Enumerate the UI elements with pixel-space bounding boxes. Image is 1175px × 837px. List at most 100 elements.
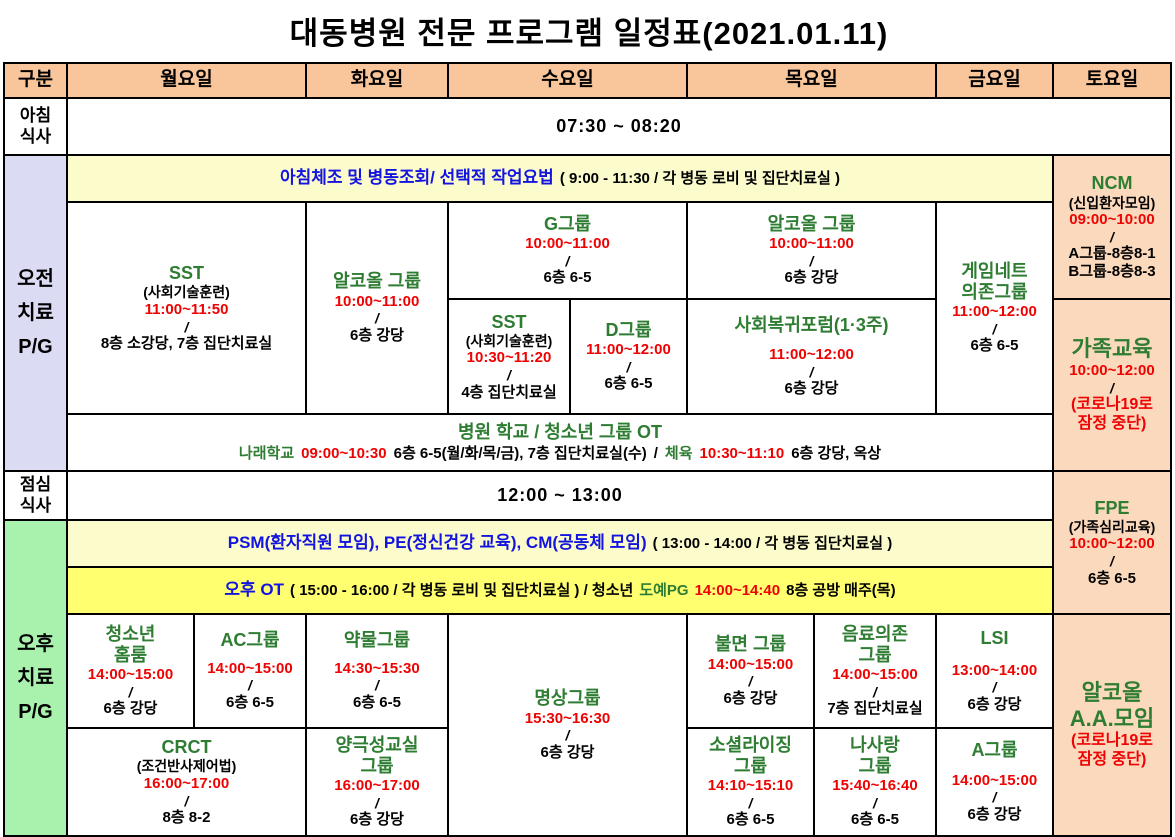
program-location: 6층 강당 bbox=[540, 743, 595, 761]
slash-separator: / bbox=[507, 367, 511, 384]
program-cell-socializing-group: 소셜라이징 그룹 14:10~15:10 / 6층 6-5 bbox=[688, 729, 813, 835]
program-location: 6층 6-5 bbox=[1088, 569, 1136, 587]
program-cell-d-group-wednesday: D그룹 11:00~12:00 / 6층 6-5 bbox=[571, 300, 686, 413]
program-time: 15:30~16:30 bbox=[524, 709, 611, 727]
breakfast-time: 07:30 ~ 08:20 bbox=[68, 99, 1170, 154]
program-title: CRCT bbox=[161, 737, 212, 758]
sports-time: 10:30~11:10 bbox=[699, 445, 785, 463]
program-location: 6층 강당 bbox=[723, 689, 778, 707]
morning-section-label: 오전 치료 P/G bbox=[5, 156, 66, 470]
program-title: A그룹 bbox=[971, 740, 1018, 761]
program-cell-alcohol-thursday: 알코올 그룹 10:00~11:00 / 6층 강당 bbox=[688, 203, 935, 298]
header-friday: 금요일 bbox=[937, 64, 1052, 97]
header-saturday: 토요일 bbox=[1054, 64, 1170, 97]
slash-separator: / bbox=[748, 673, 753, 690]
slash-separator: / bbox=[375, 794, 379, 811]
program-cell-crct: CRCT (조건반사제어법) 16:00~17:00 / 8층 8-2 bbox=[68, 729, 305, 835]
slash-separator: / bbox=[748, 794, 753, 811]
program-time: 11:00~12:00 bbox=[769, 346, 854, 364]
program-cell-g-group-wednesday: G그룹 10:00~11:00 / 6층 6-5 bbox=[449, 203, 686, 298]
banner-main-text: 오후 OT bbox=[224, 580, 285, 600]
program-location: 6층 6-5 bbox=[604, 375, 653, 393]
program-subtitle: (사회기술훈련) bbox=[143, 284, 230, 301]
banner-detail-text: ( 13:00 - 14:00 / 각 병동 집단치료실 ) bbox=[652, 534, 893, 552]
program-location: 6층 6-5 bbox=[353, 693, 401, 711]
banner-main-text: 병원 학교 / 청소년 그룹 OT bbox=[457, 422, 663, 443]
program-title: 소셜라이징 그룹 bbox=[709, 734, 792, 777]
lunch-label: 점심 식사 bbox=[5, 472, 66, 519]
slash-separator: / bbox=[992, 789, 997, 806]
program-time: 15:40~16:40 bbox=[832, 777, 918, 795]
pottery-pg-name: 도예PG bbox=[639, 581, 689, 599]
afternoon-section-label: 오후 치료 P/G bbox=[5, 521, 66, 835]
slash-separator: / bbox=[809, 252, 814, 269]
program-title: 게임네트 의존그룹 bbox=[961, 260, 1028, 303]
banner-detail-text: ( 15:00 - 16:00 / 각 병동 로비 및 집단치료실 ) / 청소… bbox=[290, 581, 634, 599]
slash-separator: / bbox=[626, 358, 631, 375]
program-location: 6층 강당 bbox=[103, 700, 158, 718]
program-title: AC그룹 bbox=[220, 630, 280, 651]
breakfast-label: 아침 식사 bbox=[5, 99, 66, 154]
school-name: 나래학교 bbox=[238, 445, 295, 463]
program-cell-teen-homeroom: 청소년 홈룸 14:00~15:00 / 6층 강당 bbox=[68, 615, 193, 727]
banner-detail-text: ( 9:00 - 11:30 / 각 병동 로비 및 집단치료실 ) bbox=[559, 169, 841, 187]
slash-separator: / bbox=[375, 677, 379, 694]
header-wednesday: 수요일 bbox=[449, 64, 686, 97]
banner-main-text: 아침체조 및 병동조회/ 선택적 작업요법 bbox=[279, 168, 554, 188]
program-location: 6층 강당 bbox=[784, 269, 839, 287]
schedule-table: 구분 월요일 화요일 수요일 목요일 금요일 토요일 아침 식사 07:30 ~… bbox=[3, 62, 1172, 837]
program-location: 6층 강당 bbox=[350, 326, 404, 344]
program-time: 16:00~17:00 bbox=[334, 777, 420, 795]
program-location: 6층 6-5 bbox=[726, 811, 775, 829]
pottery-pg-location: 8층 공방 매주(목) bbox=[786, 581, 896, 599]
program-cell-social-return-forum: 사회복귀포럼(1·3주) 11:00~12:00 / 6층 강당 bbox=[688, 300, 935, 413]
program-cell-alcohol-aa-meeting: 알코올 A.A.모임 (코로나19로 잠정 중단) bbox=[1054, 615, 1170, 835]
slash-separator: / bbox=[184, 318, 189, 335]
program-time: 10:00~11:00 bbox=[334, 292, 420, 310]
program-time: 14:00~15:00 bbox=[951, 771, 1038, 789]
program-cell-insomnia-group: 불면 그룹 14:00~15:00 / 6층 강당 bbox=[688, 615, 813, 727]
program-cell-ac-group: AC그룹 14:00~15:00 / 6층 6-5 bbox=[195, 615, 305, 727]
program-subtitle: (조건반사제어법) bbox=[136, 758, 237, 775]
program-title: 사회복귀포럼(1·3주) bbox=[734, 314, 889, 335]
program-location: 6층 강당 bbox=[784, 380, 839, 398]
program-cell-alcohol-tuesday: 알코올 그룹 10:00~11:00 / 6층 강당 bbox=[307, 203, 447, 413]
program-location: A그룹-8층8-1 B그룹-8층8-3 bbox=[1068, 245, 1156, 280]
pottery-pg-time: 14:00~14:40 bbox=[694, 581, 781, 599]
program-cell-lsi: LSI 13:00~14:00 / 6층 강당 bbox=[937, 615, 1052, 727]
program-title: 알코올 그룹 bbox=[333, 271, 421, 292]
program-location: 6층 6-5 bbox=[543, 269, 592, 287]
program-subtitle: (신입환자모임) bbox=[1068, 194, 1156, 211]
slash-separator: / bbox=[184, 792, 189, 809]
slash-separator: / bbox=[1110, 553, 1114, 570]
program-location: 6층 강당 bbox=[967, 695, 1022, 713]
program-location: 4층 집단치료실 bbox=[461, 383, 557, 401]
sports-location: 6층 강당, 옥상 bbox=[791, 445, 882, 463]
program-title: NCM bbox=[1091, 173, 1133, 194]
program-location: 6층 강당 bbox=[350, 811, 404, 829]
program-time: 10:00~12:00 bbox=[1069, 362, 1155, 379]
program-time: 14:00~15:00 bbox=[87, 666, 174, 684]
program-time: 13:00~14:00 bbox=[951, 661, 1038, 679]
program-cell-beverage-dependence: 음료의존 그룹 14:00~15:00 / 7층 집단치료실 bbox=[815, 615, 935, 727]
hospital-school-banner: 병원 학교 / 청소년 그룹 OT 나래학교 09:00~10:30 6층 6-… bbox=[68, 415, 1052, 470]
program-location: 8층 소강당, 7층 집단치료실 bbox=[100, 335, 273, 353]
program-title: 청소년 홈룸 bbox=[105, 623, 156, 666]
slash-separator: / bbox=[128, 683, 133, 700]
program-title: SST bbox=[168, 263, 204, 284]
program-cell-fpe: FPE (가족심리교육) 10:00~12:00 / 6층 6-5 bbox=[1054, 472, 1170, 613]
slash-separator: / bbox=[992, 679, 997, 696]
header-monday: 월요일 bbox=[68, 64, 305, 97]
slash-separator: / bbox=[1110, 379, 1114, 396]
program-time: 14:00~15:00 bbox=[207, 659, 293, 677]
program-title: D그룹 bbox=[605, 319, 652, 340]
program-time: 11:00~12:00 bbox=[952, 303, 1037, 321]
program-title: SST bbox=[491, 311, 527, 332]
program-time: 10:00~12:00 bbox=[1069, 535, 1155, 553]
program-time: 10:00~11:00 bbox=[769, 235, 854, 253]
program-time: 11:00~12:00 bbox=[586, 341, 671, 359]
program-time: 16:00~17:00 bbox=[143, 774, 230, 792]
program-time: 10:30~11:20 bbox=[466, 349, 552, 367]
program-title: 가족교육 bbox=[1071, 336, 1153, 362]
